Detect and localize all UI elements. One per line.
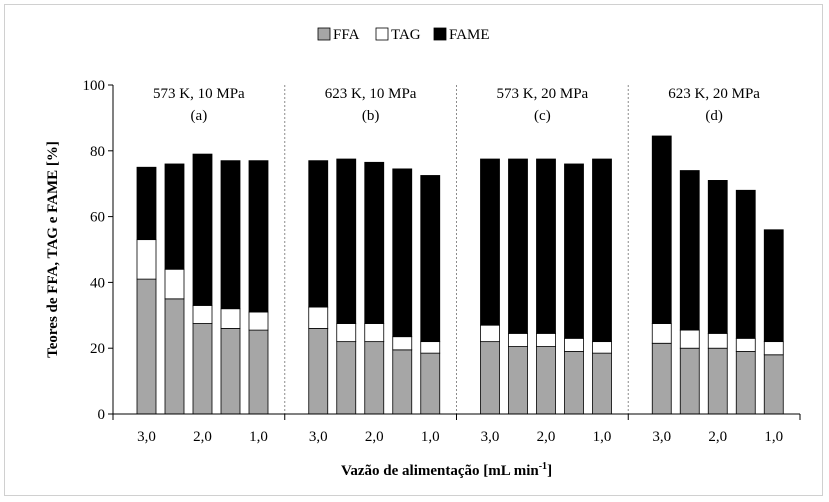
x-tick-label: 2,0: [365, 429, 384, 445]
bar-segment-tag: [248, 311, 269, 331]
bar-segment-ffa: [336, 341, 357, 415]
panel-condition-label: 623 K, 20 MPa: [668, 86, 760, 102]
bar-segment-tag: [220, 308, 241, 329]
bar-segment-ffa: [508, 346, 528, 415]
bar-segment-tag: [592, 341, 612, 354]
bar-segment-tag: [420, 341, 441, 354]
panel-tag-label: (b): [362, 108, 380, 124]
bar-segment-tag: [308, 306, 329, 329]
bar-segment-tag: [164, 268, 185, 300]
bar-segment-ffa: [308, 328, 329, 415]
legend-label-tag: TAG: [391, 27, 421, 43]
bar-segment-fame: [679, 170, 700, 331]
bar-segment-fame: [308, 160, 329, 308]
stacked-bar-chart: 0 20 40 60 80 100 3,0 2,0 1,0 3,0 2,0 1,0 3,0 2,0 1,0 3…: [45, 27, 801, 479]
y-tick-label: 0: [98, 407, 106, 423]
panel-tag-label: (a): [191, 108, 208, 124]
x-tick-label: 1,0: [421, 429, 440, 445]
legend-label-ffa: FFA: [333, 27, 360, 43]
bar-segment-ffa: [392, 349, 413, 415]
bar-segment-fame: [508, 158, 528, 334]
y-tick-label: 40: [90, 275, 105, 291]
bar-segment-ffa: [707, 347, 728, 415]
x-tick-label: 3,0: [652, 429, 671, 445]
bar-segment-tag: [192, 305, 213, 324]
bar-segment-fame: [136, 166, 157, 241]
bar-segment-tag: [735, 337, 756, 352]
x-axis-title: Vazão de alimentação [mL min-1]: [341, 461, 552, 479]
bar-segment-tag: [679, 329, 700, 349]
bar-segment-fame: [564, 163, 584, 339]
x-tick-label: 1,0: [249, 429, 268, 445]
bar-segment-ffa: [192, 323, 213, 415]
bar-segment-ffa: [136, 278, 157, 415]
bar-segment-fame: [336, 158, 357, 324]
x-tick-label: 3,0: [309, 429, 328, 445]
bar-segment-ffa: [420, 352, 441, 415]
bar-segment-tag: [508, 332, 528, 347]
bar-segment-ffa: [164, 298, 185, 415]
bar-segment-fame: [420, 175, 441, 343]
bar-segment-fame: [651, 135, 672, 324]
bar-segment-fame: [592, 158, 612, 343]
panel-condition-label: 623 K, 10 MPa: [325, 86, 417, 102]
bar-segment-fame: [364, 161, 385, 324]
legend-swatch-tag: [375, 27, 389, 41]
chart-frame: 0 20 40 60 80 100 3,0 2,0 1,0 3,0 2,0 1,0 3,0 2,0 1,0 3…: [4, 4, 823, 496]
bar-segment-ffa: [592, 352, 612, 415]
x-tick-label: 3,0: [481, 429, 500, 445]
bar-segment-ffa: [220, 328, 241, 415]
x-tick-label: 2,0: [708, 429, 727, 445]
x-tick-label: 2,0: [193, 429, 212, 445]
bar-segment-ffa: [480, 341, 500, 415]
y-tick-label: 80: [90, 144, 105, 160]
bar-segment-ffa: [564, 351, 584, 415]
bar-segment-fame: [763, 229, 784, 343]
bar-segment-fame: [164, 163, 185, 270]
bar-segment-tag: [392, 336, 413, 351]
bar-segment-ffa: [679, 347, 700, 415]
bar-segment-fame: [480, 158, 500, 326]
legend-swatch-fame: [433, 27, 447, 41]
x-axis-title-main: Vazão de alimentação [mL min: [341, 463, 539, 479]
legend-label-fame: FAME: [449, 27, 490, 43]
x-axis-title-superscript: -1: [539, 461, 547, 472]
bar-segment-fame: [248, 160, 269, 313]
x-axis-title-close: ]: [547, 463, 552, 479]
bar-segment-tag: [336, 323, 357, 343]
bar-segment-fame: [192, 153, 213, 306]
bar-segment-fame: [707, 180, 728, 334]
panel-tag-label: (d): [705, 108, 723, 124]
bar-segment-ffa: [536, 346, 556, 415]
panel-condition-label: 573 K, 20 MPa: [497, 86, 589, 102]
y-tick-label: 100: [83, 78, 106, 94]
bar-segment-ffa: [364, 341, 385, 415]
x-tick-label: 1,0: [764, 429, 783, 445]
bar-segment-fame: [392, 168, 413, 338]
y-tick-label: 60: [90, 210, 105, 226]
y-tick-label: 20: [90, 341, 105, 357]
bar-segment-tag: [480, 324, 500, 343]
bar-segment-tag: [536, 332, 556, 347]
y-axis-title: Teores de FFA, TAG e FAME [%]: [45, 141, 61, 358]
x-tick-label: 2,0: [537, 429, 556, 445]
bar-segment-tag: [651, 323, 672, 344]
bar-segment-tag: [564, 337, 584, 352]
bar-segment-ffa: [248, 329, 269, 415]
x-tick-label: 3,0: [137, 429, 156, 445]
panel-tag-label: (c): [534, 108, 551, 124]
bar-segment-tag: [707, 332, 728, 349]
bar-segment-fame: [536, 158, 556, 334]
bar-segment-tag: [136, 239, 157, 280]
x-tick-label: 1,0: [593, 429, 612, 445]
bar-segment-fame: [735, 189, 756, 339]
bar-segment-tag: [364, 323, 385, 343]
bar-segment-ffa: [763, 354, 784, 415]
bar-segment-ffa: [651, 342, 672, 415]
bar-segment-ffa: [735, 351, 756, 415]
bar-segment-tag: [763, 341, 784, 356]
legend-swatch-ffa: [317, 27, 331, 41]
bar-segment-fame: [220, 160, 241, 310]
panel-condition-label: 573 K, 10 MPa: [153, 86, 245, 102]
